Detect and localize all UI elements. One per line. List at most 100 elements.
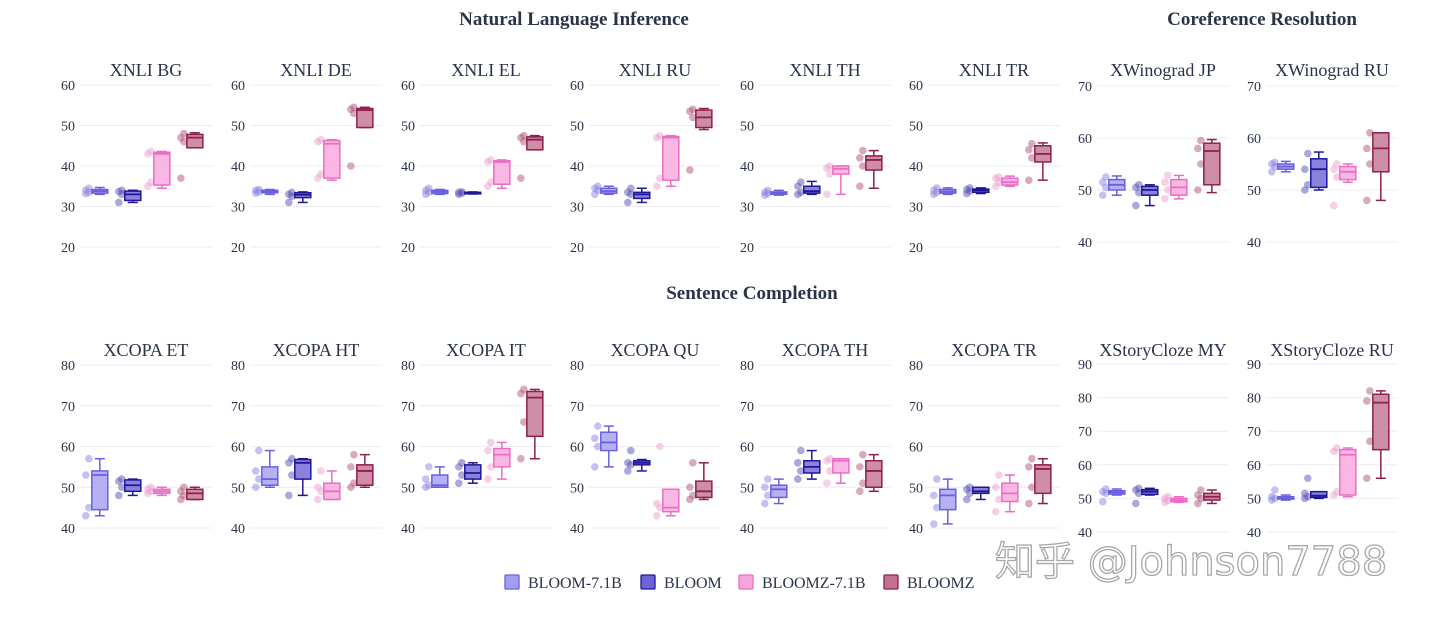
tick-label-xnli-ru-20: 20 bbox=[570, 241, 584, 256]
tick-label-xwinograd-ru-50: 50 bbox=[1247, 184, 1261, 199]
box-xnli-de-bloomz-7-1b bbox=[323, 139, 341, 179]
box-xcopa-it-bloom bbox=[464, 464, 482, 480]
point-xcopa-th-bloomz-7-1b bbox=[826, 454, 834, 463]
box-xnli-ru-bloom bbox=[633, 191, 651, 200]
point-xcopa-ht-bloom-7-1b bbox=[254, 446, 263, 455]
point-xnli-de-bloom bbox=[288, 188, 296, 197]
tick-label-xwinograd-jp-60: 60 bbox=[1078, 132, 1092, 147]
point-xcopa-tr-bloom-7-1b bbox=[930, 491, 938, 500]
tick-label-xstorycloze-ru-60: 60 bbox=[1247, 459, 1261, 474]
point-xnli-th-bloomz bbox=[859, 146, 867, 155]
tick-label-xcopa-qu-70: 70 bbox=[570, 400, 584, 415]
legend-swatch-bloom bbox=[640, 574, 656, 590]
point-xcopa-it-bloomz-7-1b bbox=[487, 438, 495, 447]
tick-label-xnli-de-30: 30 bbox=[231, 201, 245, 216]
box-xnli-ru-bloomz bbox=[695, 109, 713, 129]
panel-title-xnli-tr: XNLI TR bbox=[959, 60, 1029, 80]
point-xnli-th-bloomz-7-1b bbox=[826, 170, 834, 178]
tick-label-xnli-tr-40: 40 bbox=[909, 160, 923, 175]
point-xcopa-ht-bloomz bbox=[350, 450, 358, 459]
section-title-coref: Coreference Resolution bbox=[1167, 9, 1357, 30]
tick-label-xnli-ru-50: 50 bbox=[570, 120, 584, 135]
box-xcopa-qu-bloom-7-1b bbox=[600, 431, 618, 452]
point-xwinograd-jp-bloom bbox=[1132, 201, 1140, 210]
box-xnli-th-bloomz bbox=[865, 155, 883, 171]
tick-label-xstorycloze-my-60: 60 bbox=[1078, 459, 1092, 474]
point-xcopa-qu-bloom-7-1b bbox=[594, 422, 602, 430]
point-xcopa-th-bloom-7-1b bbox=[761, 499, 769, 508]
point-xstorycloze-ru-bloomz bbox=[1366, 437, 1374, 446]
point-xwinograd-jp-bloom bbox=[1135, 181, 1143, 189]
legend-label-bloom-7-1b: BLOOM-7.1B bbox=[528, 575, 622, 592]
point-xcopa-tr-bloomz-7-1b bbox=[995, 471, 1003, 479]
tick-label-xnli-el-40: 40 bbox=[401, 160, 415, 175]
point-xcopa-ht-bloomz-7-1b bbox=[314, 483, 322, 492]
box-xcopa-tr-bloom-7-1b bbox=[939, 488, 957, 511]
box-xcopa-ht-bloom-7-1b bbox=[261, 466, 279, 486]
panel-title-xnli-ru: XNLI RU bbox=[619, 60, 692, 80]
tick-label-xcopa-th-70: 70 bbox=[740, 400, 754, 415]
tick-label-xcopa-qu-50: 50 bbox=[570, 481, 584, 496]
legend-label-bloom: BLOOM bbox=[664, 575, 722, 592]
point-xcopa-th-bloomz bbox=[856, 487, 864, 496]
tick-label-xstorycloze-ru-40: 40 bbox=[1247, 526, 1261, 541]
tick-label-xnli-th-50: 50 bbox=[740, 120, 754, 135]
tick-label-xcopa-ht-40: 40 bbox=[231, 522, 245, 537]
point-xnli-th-bloomz bbox=[856, 182, 864, 191]
tick-label-xwinograd-jp-50: 50 bbox=[1078, 184, 1092, 199]
point-xwinograd-ru-bloomz bbox=[1363, 196, 1371, 205]
tick-label-xstorycloze-my-50: 50 bbox=[1078, 492, 1092, 507]
point-xcopa-et-bloomz bbox=[180, 483, 188, 492]
point-xnli-tr-bloom-7-1b bbox=[933, 184, 941, 192]
point-xnli-bg-bloomz-7-1b bbox=[147, 147, 155, 156]
tick-label-xnli-el-20: 20 bbox=[401, 241, 415, 256]
point-xcopa-th-bloom-7-1b bbox=[761, 483, 769, 492]
point-xnli-ru-bloomz-7-1b bbox=[653, 182, 661, 191]
panel-title-xwinograd-ru: XWinograd RU bbox=[1275, 60, 1389, 80]
panel-title-xstorycloze-ru: XStoryCloze RU bbox=[1270, 340, 1394, 360]
point-xwinograd-jp-bloomz bbox=[1194, 186, 1202, 194]
tick-label-xnli-bg-20: 20 bbox=[61, 241, 75, 256]
point-xcopa-it-bloomz bbox=[520, 418, 528, 426]
box-xstorycloze-ru-bloom bbox=[1310, 490, 1328, 499]
tick-label-xstorycloze-ru-70: 70 bbox=[1247, 425, 1261, 440]
point-xcopa-th-bloomz-7-1b bbox=[826, 467, 834, 475]
point-xnli-de-bloomz-7-1b bbox=[317, 135, 325, 144]
point-xcopa-it-bloom-7-1b bbox=[425, 463, 433, 471]
point-xnli-ru-bloom bbox=[624, 198, 632, 207]
legend: BLOOM-7.1B BLOOM BLOOMZ-7.1B BLOOMZ bbox=[504, 574, 975, 592]
tick-label-xwinograd-ru-60: 60 bbox=[1247, 132, 1261, 147]
point-xnli-bg-bloomz bbox=[177, 174, 185, 182]
point-xcopa-qu-bloom bbox=[624, 467, 632, 475]
point-xnli-el-bloomz-7-1b bbox=[487, 178, 495, 186]
point-xcopa-tr-bloomz-7-1b bbox=[995, 495, 1003, 504]
point-xnli-el-bloomz-7-1b bbox=[487, 156, 495, 164]
point-xcopa-ht-bloom-7-1b bbox=[254, 475, 263, 483]
tick-label-xcopa-tr-60: 60 bbox=[909, 441, 923, 456]
tick-label-xcopa-tr-80: 80 bbox=[909, 359, 923, 374]
point-xcopa-th-bloom bbox=[794, 475, 802, 483]
panel-title-xnli-de: XNLI DE bbox=[280, 60, 351, 80]
box-xcopa-qu-bloomz bbox=[695, 480, 713, 499]
point-xcopa-it-bloom-7-1b bbox=[425, 481, 433, 490]
point-xnli-bg-bloom bbox=[115, 198, 123, 207]
point-xcopa-th-bloomz bbox=[859, 479, 867, 487]
tick-label-xcopa-it-70: 70 bbox=[401, 400, 415, 415]
tick-label-xcopa-et-70: 70 bbox=[61, 400, 75, 415]
point-xnli-de-bloomz-7-1b bbox=[317, 170, 325, 178]
point-xwinograd-ru-bloomz bbox=[1366, 160, 1374, 168]
tick-label-xnli-tr-50: 50 bbox=[909, 120, 923, 135]
point-xwinograd-jp-bloomz-7-1b bbox=[1164, 186, 1172, 194]
point-xcopa-ht-bloom bbox=[285, 491, 293, 500]
point-xcopa-it-bloom bbox=[458, 459, 466, 467]
legend-swatch-bloomz-7-1b bbox=[738, 574, 754, 590]
tick-label-xnli-de-60: 60 bbox=[231, 79, 245, 94]
point-xnli-bg-bloomz-7-1b bbox=[147, 178, 155, 186]
point-xcopa-qu-bloomz bbox=[689, 459, 697, 467]
point-xstorycloze-ru-bloomz-7-1b bbox=[1333, 487, 1341, 496]
box-xcopa-et-bloom-7-1b bbox=[91, 470, 109, 511]
tick-label-xstorycloze-ru-80: 80 bbox=[1247, 392, 1261, 407]
point-xstorycloze-ru-bloom-7-1b bbox=[1271, 486, 1279, 494]
point-xwinograd-ru-bloom bbox=[1304, 181, 1312, 189]
